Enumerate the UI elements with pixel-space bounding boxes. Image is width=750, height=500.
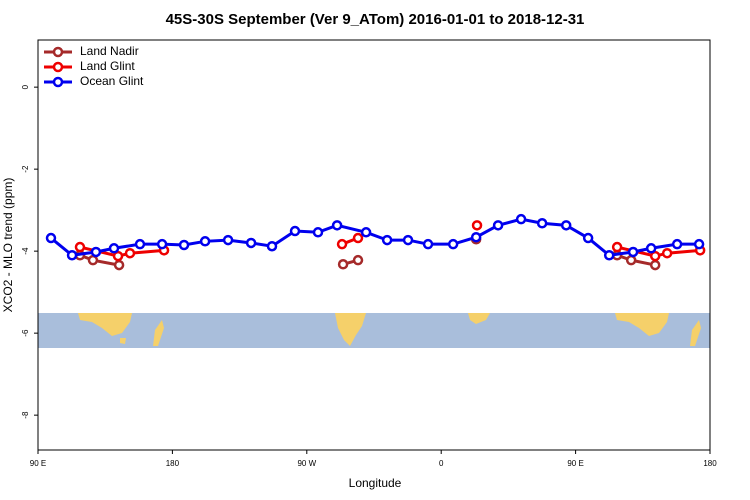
y-tick-label: -2 [21,165,30,173]
point [671,238,683,250]
y-tick-label: -8 [21,411,30,419]
point [337,259,349,270]
legend-label: Land Glint [80,59,135,73]
legend-marker [52,76,64,88]
y-axis-label: XCO2 - MLO trend (ppm) [1,178,15,313]
point [156,238,168,250]
point [447,238,459,250]
point [266,240,278,252]
point [582,232,594,244]
x-tick-label: 90 W [297,459,316,468]
point [649,259,661,271]
x-axis-label: Longitude [349,476,402,490]
point [515,213,527,225]
point [360,227,372,238]
point [289,225,301,237]
point [108,243,120,254]
plot-frame [37,39,711,451]
point [199,236,211,247]
point [45,232,57,244]
legend-label: Ocean Glint [80,74,144,88]
point [560,220,572,231]
point [492,220,504,231]
x-tick-label: 90 E [30,459,46,468]
point [645,243,657,254]
x-tick-label: 180 [703,459,717,468]
point [331,220,343,231]
point [352,254,364,266]
point [470,231,482,243]
point [178,239,190,251]
point [422,238,434,250]
point [536,218,548,229]
point [312,227,324,238]
point [402,234,414,246]
point [90,246,102,258]
point [66,250,78,261]
point [649,250,661,262]
point [381,234,393,246]
y-tick-label: -6 [21,329,30,337]
x-tick-label: 0 [439,459,444,468]
map-strip [38,313,710,348]
point [74,241,86,253]
legend-marker [52,61,64,73]
series-line [79,253,656,267]
point [471,220,483,231]
point [661,247,673,259]
point [245,237,257,249]
point [352,232,364,244]
chart-title: 45S-30S September (Ver 9_ATom) 2016-01-0… [166,11,585,28]
point [693,238,705,250]
x-tick-label: 180 [166,459,180,468]
legend-marker [52,46,64,58]
point [112,250,124,262]
point [87,254,99,266]
point [336,238,348,250]
point [627,246,639,258]
point [113,259,125,271]
point [603,250,615,261]
legend-label: Land Nadir [80,44,139,58]
point [625,254,637,266]
y-tick-label: -4 [21,247,30,255]
y-tick-label: 0 [21,84,30,89]
series-line [50,217,700,257]
x-tick-label: 90 E [567,459,583,468]
point [134,238,146,250]
point [124,247,136,259]
point [611,241,623,253]
point [222,234,234,246]
